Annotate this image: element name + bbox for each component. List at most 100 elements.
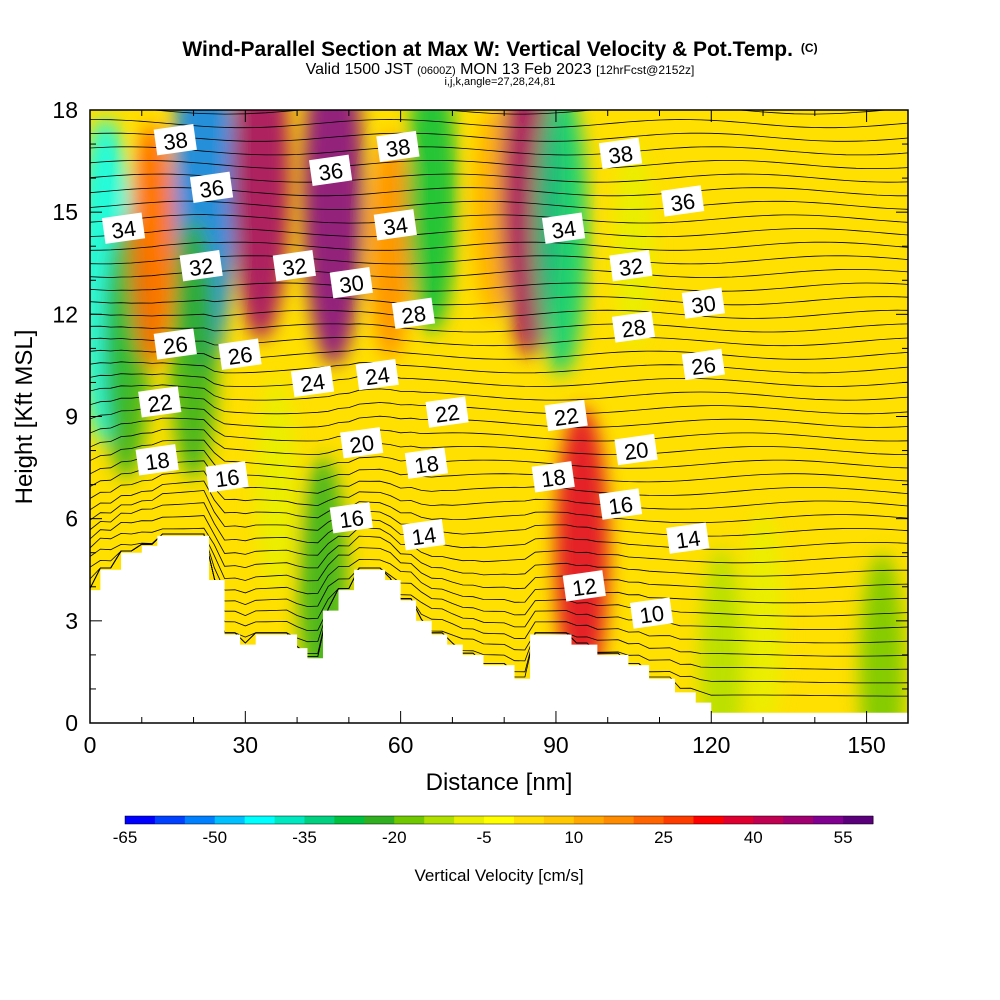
colorbar-swatch: [364, 816, 395, 824]
y-tick-label: 0: [65, 710, 78, 736]
y-tick-label: 12: [52, 301, 78, 327]
isentrope-line: [90, 373, 908, 387]
contour-label: 36: [308, 154, 353, 186]
isentrope-line: [90, 200, 908, 210]
svg-text:28: 28: [620, 314, 648, 342]
isentrope-line: [90, 502, 908, 550]
svg-text:36: 36: [669, 188, 697, 216]
contour-label: 36: [661, 185, 705, 217]
isentrope-line: [90, 480, 908, 524]
colorbar-swatch: [723, 816, 754, 824]
isentrope-line: [90, 159, 908, 170]
svg-text:22: 22: [433, 400, 461, 428]
isentrope-line: [90, 470, 908, 510]
isentrope-line: [90, 296, 908, 306]
y-tick-label: 15: [52, 199, 78, 225]
colorbar-swatch: [783, 816, 814, 824]
isentrope-line: [90, 282, 908, 292]
terrain-mask: [90, 535, 908, 723]
colorbar-swatch: [154, 816, 186, 824]
colorbar-swatch: [184, 816, 216, 824]
x-tick-label: 0: [84, 732, 97, 758]
velocity-cell: [859, 553, 905, 723]
svg-text:16: 16: [213, 464, 241, 492]
isentrope-line: [90, 428, 908, 456]
velocity-cell: [231, 110, 291, 341]
svg-text:32: 32: [617, 253, 645, 281]
svg-text:34: 34: [382, 212, 410, 240]
svg-text:32: 32: [188, 253, 216, 281]
velocity-cell: [406, 110, 458, 334]
svg-text:20: 20: [622, 437, 650, 465]
colorbar-swatch: [513, 816, 545, 824]
contour-label: 18: [531, 461, 575, 493]
colorbar-swatch: [543, 816, 575, 824]
valid-time-line: Valid 1500 JST (0600Z) MON 13 Feb 2023 […: [305, 61, 695, 78]
colorbar-swatch: [573, 816, 605, 824]
contour-label: 18: [135, 444, 179, 476]
contour-label: 20: [340, 427, 384, 459]
contour-label: 16: [329, 502, 373, 534]
svg-text:34: 34: [110, 216, 138, 244]
contour-label: 34: [373, 209, 417, 241]
contour-label: 30: [681, 287, 725, 319]
contour-label: 38: [376, 130, 420, 163]
contour-label: 28: [611, 311, 656, 343]
colorbar-tick-label: -65: [113, 828, 138, 847]
svg-text:16: 16: [607, 491, 635, 519]
y-tick-label: 9: [65, 404, 78, 430]
svg-text:26: 26: [226, 342, 254, 370]
contour-label: 34: [101, 212, 146, 244]
svg-text:16: 16: [338, 505, 366, 533]
contour-label: 24: [355, 358, 399, 391]
isentrope-line: [90, 241, 908, 251]
y-tick-label: 3: [65, 608, 78, 634]
colorbar-title: Vertical Velocity [cm/s]: [414, 866, 583, 885]
colorbar-swatch: [394, 816, 425, 824]
isentrope-line: [90, 533, 908, 657]
velocity-cell: [742, 511, 785, 723]
isentrope-line: [90, 146, 908, 156]
colorbar-tick-label: -5: [476, 828, 491, 847]
svg-text:12: 12: [571, 573, 599, 601]
colorbar-tick-label: 25: [654, 828, 673, 847]
isentrope-line: [90, 527, 908, 577]
isentrope-line: [90, 490, 908, 537]
contour-labels: 38 38 38 36 36 36 34 34 34 32 32 32 30 30 28 28 26 26 26 24…: [101, 124, 725, 629]
svg-text:24: 24: [299, 369, 327, 397]
contour-label: 34: [541, 212, 586, 244]
svg-text:30: 30: [690, 291, 718, 319]
isentrope-line: [90, 533, 908, 604]
y-axis-title: Height [Kft MSL]: [11, 330, 38, 505]
velocity-cell: [129, 124, 176, 369]
contour-label: 26: [153, 328, 197, 360]
contour-label: 14: [666, 522, 710, 554]
colorbar-tick-label: -20: [382, 828, 407, 847]
isentrope-line: [149, 110, 891, 115]
isentrope-line: [90, 227, 908, 238]
grid-index-line: i,j,k,angle=27,28,24,81: [444, 76, 556, 88]
contour-label: 32: [609, 250, 653, 282]
svg-text:32: 32: [281, 253, 309, 281]
contour-label: 30: [329, 267, 373, 299]
isentrope-line: [90, 439, 908, 469]
contour-label: 26: [681, 348, 725, 381]
contour-label: 38: [153, 124, 197, 156]
isentrope-line: [90, 323, 908, 333]
svg-text:22: 22: [553, 403, 581, 431]
contour-label: 16: [598, 488, 643, 520]
svg-text:30: 30: [338, 270, 366, 298]
x-tick-label: 30: [233, 732, 259, 758]
y-axis: 0 36 9 12 15 18: [52, 97, 908, 736]
y-tick-label: 18: [52, 97, 78, 123]
svg-text:18: 18: [540, 464, 568, 492]
contour-label: 36: [189, 171, 234, 203]
svg-text:34: 34: [550, 216, 578, 244]
colorbar-tick-label: -35: [292, 828, 317, 847]
colorbar-swatch: [603, 816, 635, 824]
svg-text:26: 26: [162, 331, 190, 359]
svg-text:36: 36: [317, 158, 345, 186]
isentrope-line: [90, 533, 908, 590]
isentrope-line: [90, 533, 908, 630]
svg-text:22: 22: [146, 389, 174, 417]
